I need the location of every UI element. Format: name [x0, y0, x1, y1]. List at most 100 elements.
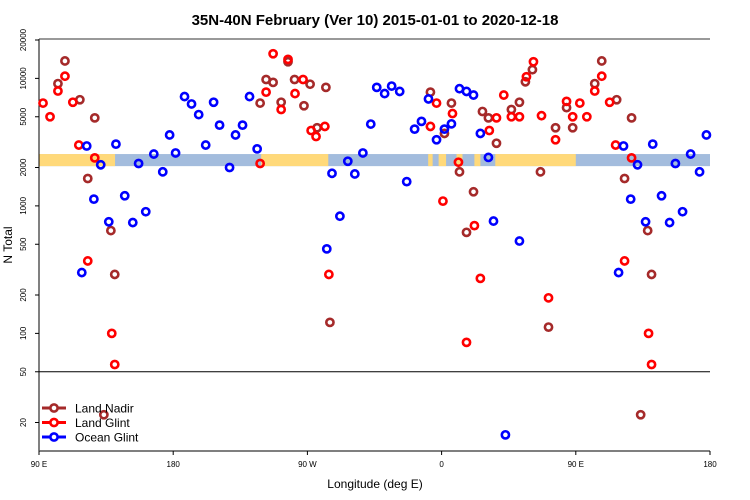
land-glint-point — [589, 86, 600, 96]
y-tick-label: 1000 — [19, 196, 28, 214]
land-nadir-point — [543, 322, 554, 333]
ocean-glint-point — [446, 118, 457, 129]
ocean-glint-point — [439, 124, 450, 135]
land-glint-point — [261, 87, 271, 98]
land-glint-point — [626, 152, 637, 163]
ocean-glint-point — [468, 90, 479, 100]
ocean-glint-point — [335, 211, 345, 222]
ocean-glint-point — [647, 139, 658, 150]
land-nadir-point — [82, 173, 93, 184]
land-nadir-point — [461, 227, 472, 238]
ocean-glint-point — [625, 194, 636, 205]
ocean-glint-point — [119, 190, 130, 201]
x-tick-label: 180 — [703, 460, 717, 469]
land-band-segment — [39, 154, 116, 167]
land-glint-point — [550, 134, 561, 145]
land-glint-point — [461, 337, 472, 348]
land-nadir-point — [268, 77, 279, 88]
land-glint-point — [298, 74, 308, 85]
ocean-glint-point — [133, 158, 144, 169]
land-glint-point — [536, 110, 547, 121]
ocean-glint-point — [244, 91, 255, 102]
ocean-glint-point — [475, 128, 486, 139]
land-band-segment — [428, 154, 433, 167]
land-nadir-point — [468, 186, 479, 197]
legend-label: Land Nadir — [75, 402, 134, 416]
land-nadir-point — [619, 173, 630, 184]
land-glint-point — [290, 88, 300, 99]
ocean-glint-point — [103, 216, 114, 227]
land-glint-point — [453, 157, 464, 168]
land-glint-point — [323, 269, 334, 280]
y-tick-label: 100 — [19, 326, 28, 340]
land-glint-point — [106, 328, 117, 339]
land-glint-point — [469, 220, 480, 231]
ocean-glint-point — [365, 119, 376, 129]
ocean-glint-point — [500, 429, 511, 440]
land-glint-point — [255, 158, 266, 169]
ocean-glint-point — [461, 86, 472, 97]
axes — [38, 38, 710, 452]
land-nadir-point — [520, 76, 531, 87]
land-glint-point — [306, 125, 317, 136]
land-glint-point — [604, 97, 615, 108]
land-glint-point — [82, 256, 93, 266]
land-glint-point — [596, 71, 607, 82]
ocean-glint-point — [237, 120, 248, 131]
land-nadir-point — [635, 409, 646, 420]
land-glint-point — [447, 108, 458, 119]
ocean-glint-point — [371, 82, 382, 93]
land-glint-point — [491, 112, 502, 123]
land-nadir-point — [626, 112, 637, 123]
land-nadir-point — [305, 79, 315, 90]
land-nadir-point — [642, 225, 653, 236]
land-glint-point — [561, 96, 572, 107]
land-glint-point — [89, 152, 100, 163]
ocean-glint-point — [379, 88, 390, 99]
land-glint-point — [38, 98, 48, 108]
land-nadir-point — [535, 166, 546, 177]
ocean-glint-point — [685, 149, 696, 159]
legend-item: Land Glint — [42, 416, 130, 430]
y-tick-label: 50 — [19, 367, 28, 376]
ocean-glint-point — [423, 94, 434, 104]
land-glint-point — [73, 140, 84, 150]
ocean-glint-point — [431, 134, 442, 145]
x-axis-ticks: 90 E 180 90 W 0 90 E 180 — [31, 451, 717, 469]
land-glint-point — [543, 292, 554, 303]
land-nadir-point — [646, 269, 657, 280]
land-nadir-point — [299, 100, 309, 111]
ocean-glint-point — [488, 216, 499, 226]
ocean-glint-point — [618, 141, 629, 151]
land-glint-point — [276, 104, 287, 115]
ocean-glint-point — [214, 120, 225, 131]
land-glint-point — [646, 359, 657, 370]
land-nadir-point — [567, 122, 578, 133]
ocean-glint-point — [664, 217, 675, 228]
land-nadir-point — [439, 128, 450, 139]
legend-item: Land Nadir — [42, 402, 134, 416]
land-nadir-point — [514, 97, 525, 108]
land-nadir-point — [289, 74, 300, 85]
y-tick-label: 10000 — [19, 67, 28, 90]
ocean-glint-point — [632, 159, 643, 170]
land-nadir-point — [477, 106, 488, 117]
land-glint-point — [319, 121, 330, 132]
land-nadir-point — [446, 98, 457, 108]
y-tick-label: 200 — [19, 288, 28, 302]
ocean-glint-point — [640, 216, 651, 227]
ocean-glint-point — [186, 99, 197, 109]
land-glint-point — [425, 121, 436, 132]
y-axis-label: N Total — [1, 226, 15, 263]
land-glint-point — [431, 98, 442, 108]
y-tick-label: 2000 — [19, 158, 28, 176]
x-tick-label: 90 E — [31, 460, 47, 469]
ocean-glint-point — [193, 109, 204, 120]
ocean-glint-point — [327, 168, 337, 179]
legend-marker — [49, 432, 59, 442]
ocean-glint-point — [224, 162, 235, 173]
x-tick-label: 90 E — [568, 460, 584, 469]
land-glint-point — [619, 256, 630, 266]
